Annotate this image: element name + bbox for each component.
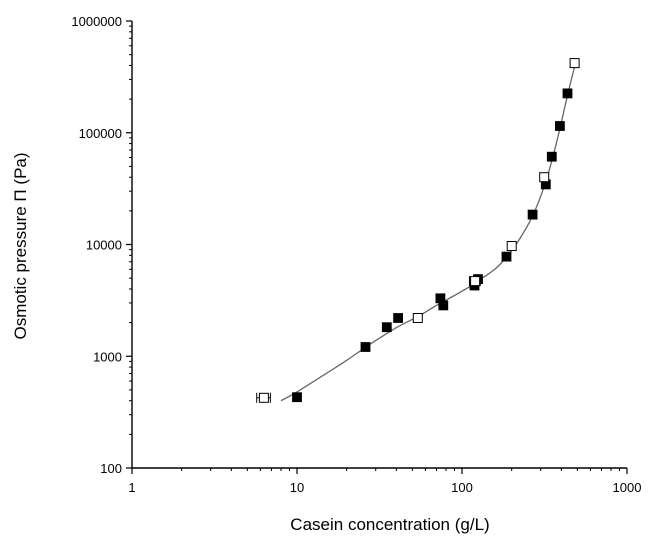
- open-square-point: [470, 276, 481, 287]
- filled-square-point: [562, 88, 573, 99]
- filled-square-point: [438, 300, 449, 311]
- y-tick-label: 1000: [93, 349, 122, 364]
- filled-square-point: [360, 342, 371, 352]
- error-bars: [256, 58, 577, 403]
- filled-square-point: [527, 209, 538, 220]
- y-tick-label: 100000: [79, 126, 122, 141]
- open-square-point: [412, 313, 423, 323]
- data-points: [258, 58, 580, 403]
- fit-curve-layer: [280, 61, 577, 402]
- x-axis-title: Casein concentration (g/L): [290, 515, 489, 534]
- x-tick-label: 1: [128, 480, 135, 495]
- fit-curve: [280, 61, 577, 402]
- y-tick-label: 1000000: [71, 14, 122, 29]
- open-square-point: [258, 392, 269, 403]
- y-axis-title: Osmotic pressure Π (Pa): [11, 152, 30, 339]
- filled-square-point: [501, 251, 512, 262]
- y-tick-label: 100: [100, 461, 122, 476]
- filled-square-point: [546, 151, 557, 162]
- x-tick-label: 1000: [613, 480, 642, 495]
- x-tick-label: 100: [451, 480, 473, 495]
- tick-labels: 1 10 100 1000 100 1000 10000 100000 1000000: [71, 14, 641, 495]
- open-square-point: [506, 241, 517, 251]
- open-square-point: [539, 172, 550, 183]
- filled-square-point: [393, 313, 404, 323]
- axes: [131, 21, 627, 469]
- open-square-point: [569, 58, 580, 69]
- filled-square-point: [292, 392, 302, 403]
- tick-marks: [126, 20, 628, 474]
- x-tick-label: 10: [290, 480, 304, 495]
- y-tick-label: 10000: [86, 238, 122, 253]
- filled-square-point: [381, 322, 392, 333]
- filled-square-point: [555, 121, 565, 131]
